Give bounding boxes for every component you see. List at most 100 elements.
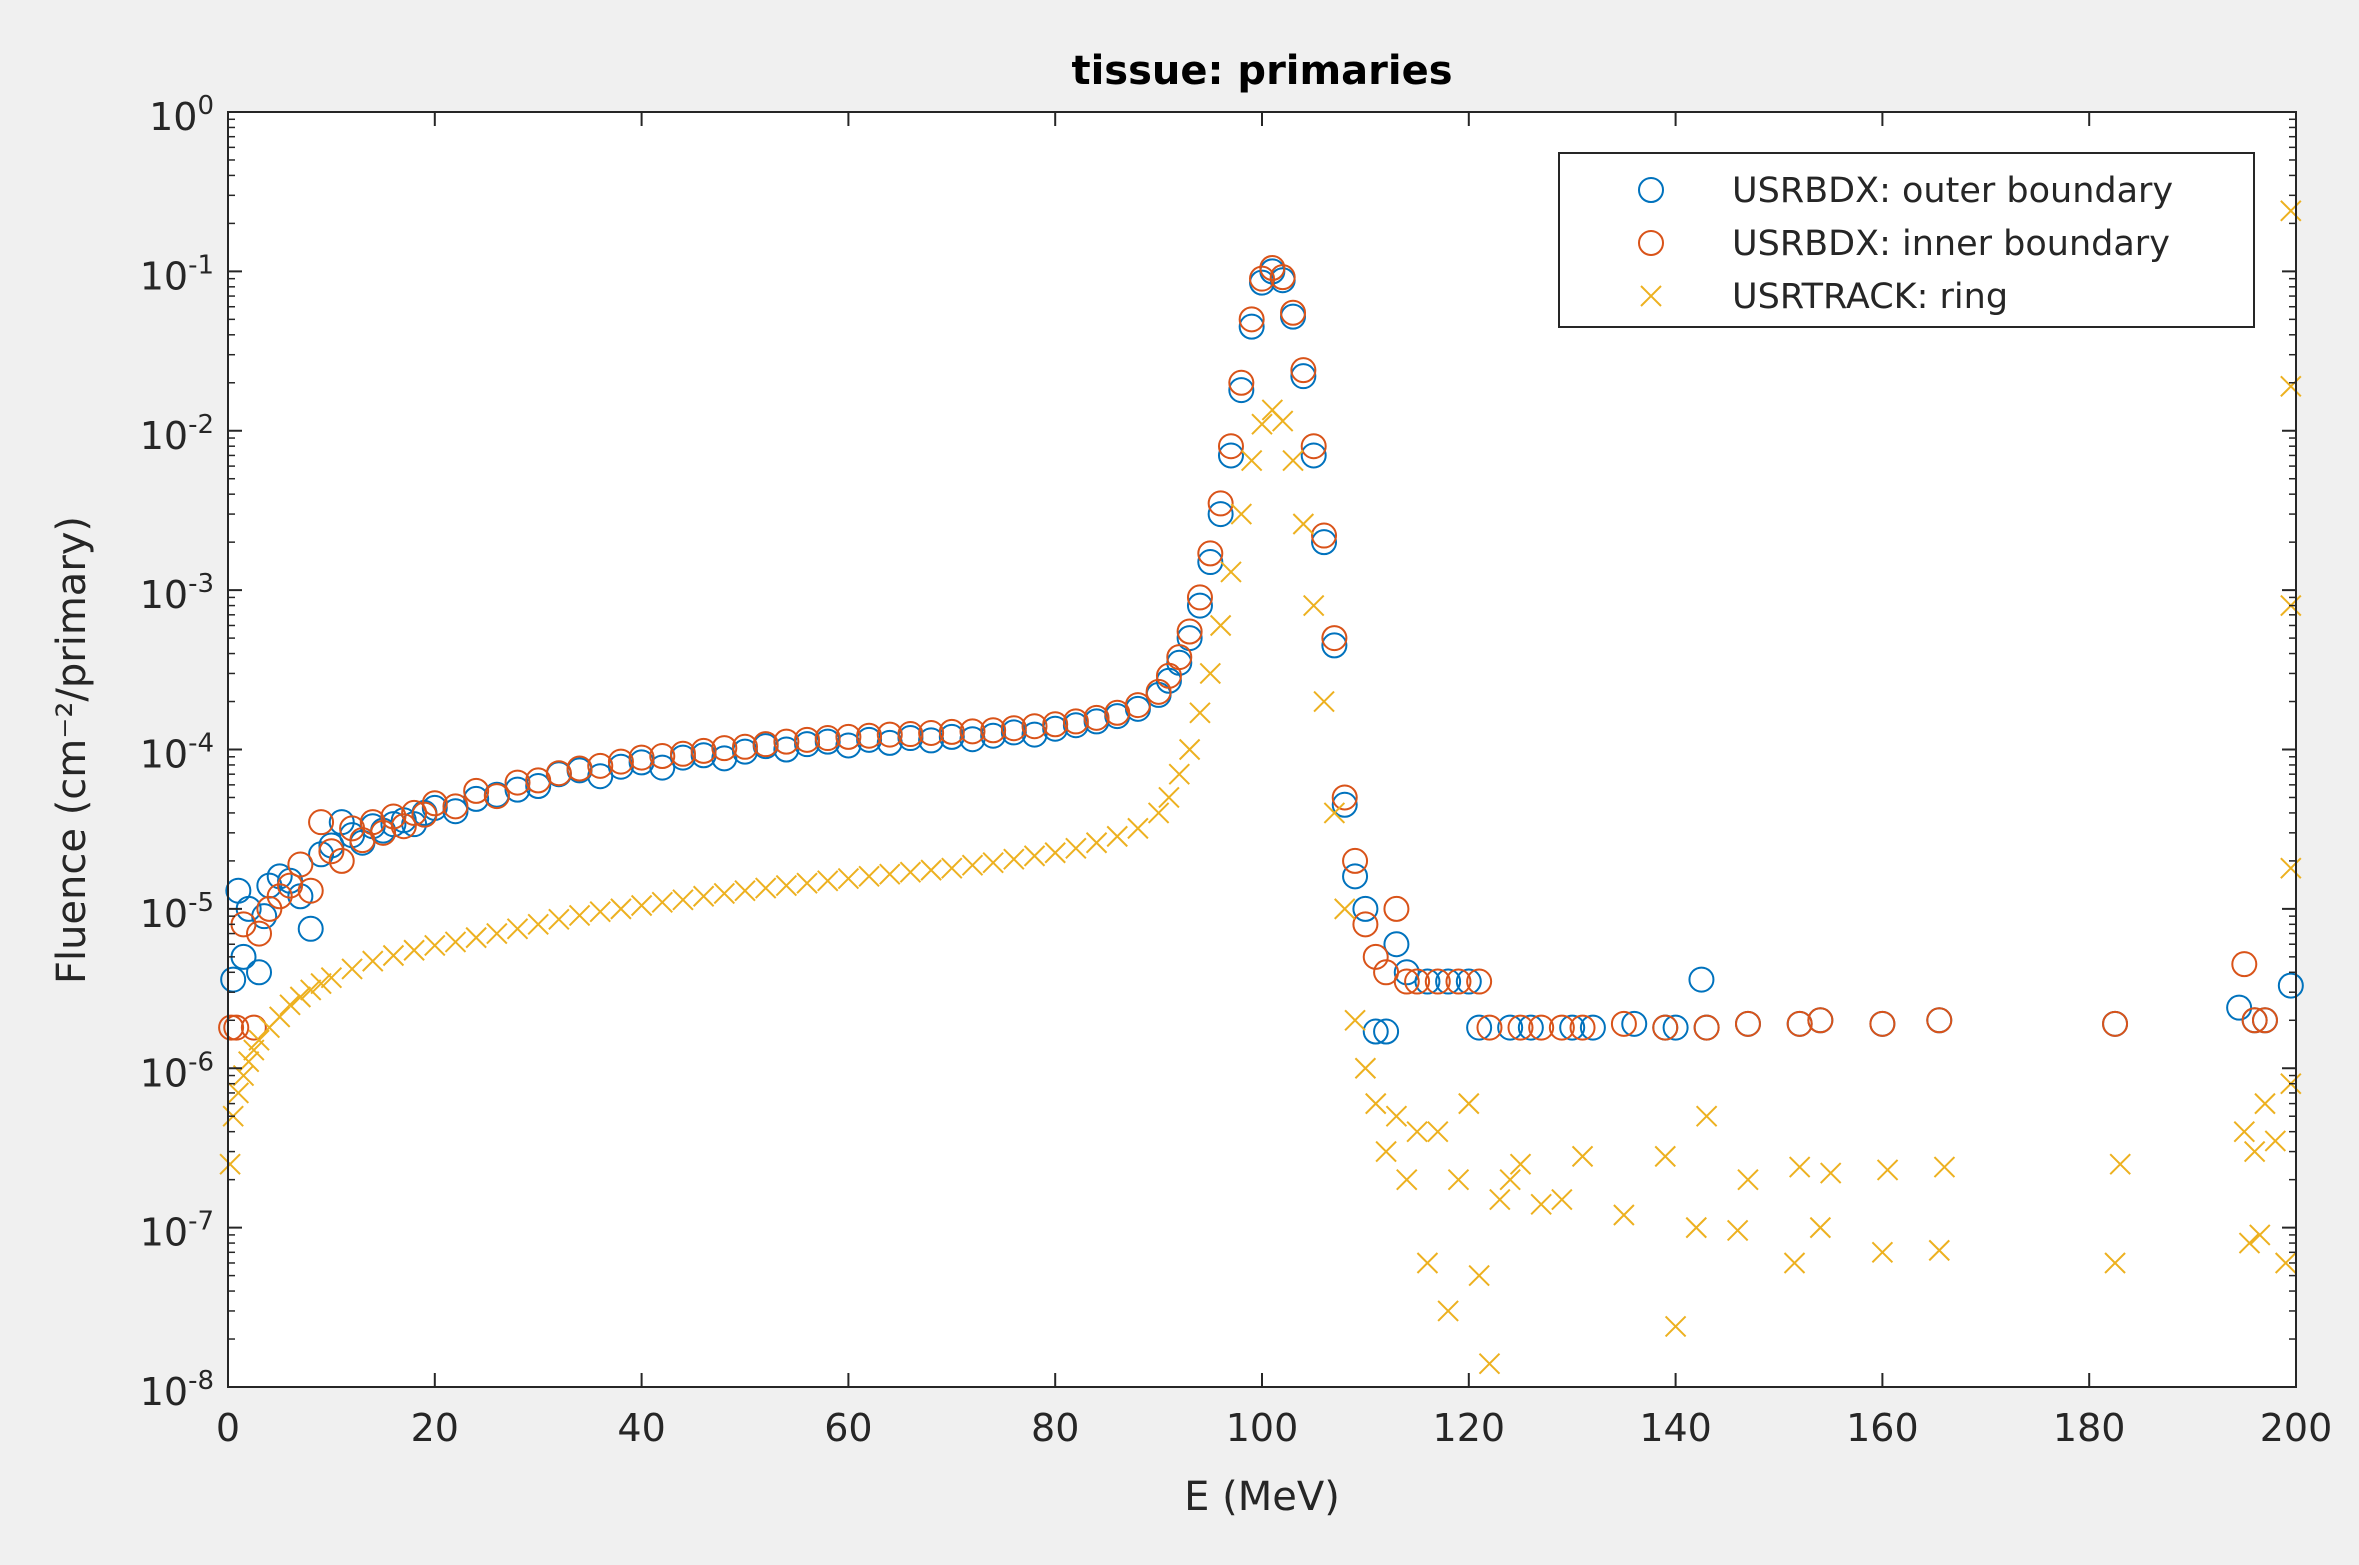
data-point-circle [359,809,386,836]
data-point-circle [1342,863,1369,890]
data-point-x [486,922,508,945]
data-point-circle [1021,713,1048,740]
data-point-circle [1062,708,1089,735]
data-point-x [734,880,756,902]
data-point-x [672,889,694,911]
legend-entries: USRBDX: outer boundary USRBDX: inner boun… [1638,171,2173,317]
data-point-circle [897,721,924,748]
data-point-x [1654,1145,1676,1168]
data-point-x [2280,857,2302,879]
data-point-circle [1311,529,1338,556]
data-point-circle [566,755,593,782]
data-point-x [1783,1252,1806,1274]
data-point-x [1871,1241,1894,1264]
y-tick-label: 10-1 [140,250,214,298]
data-point-x [1251,413,1273,435]
data-point-circle [1290,363,1317,390]
data-point-circle [1652,1014,1679,1041]
data-point-x [961,854,984,876]
data-point-x [289,986,312,1008]
data-point-x [1003,848,1025,870]
data-point-circle [1734,1010,1761,1037]
x-tick-label: 60 [824,1406,872,1450]
data-point-circle [1559,1014,1586,1041]
legend-marker [1638,230,1664,256]
data-point-circle [2251,1007,2278,1034]
y-tick-exponent: -6 [188,1047,214,1077]
data-point-x [1933,1156,1956,1178]
data-point-x [713,882,736,905]
data-point-circle [1466,1014,1493,1041]
data-point-x [1085,832,1108,854]
y-tick-base: 10 [140,414,188,458]
data-point-circle [938,718,965,745]
data-point-circle [752,731,779,758]
data-point-circle [1455,968,1482,995]
data-point-circle [1610,1010,1637,1037]
data-point-x [568,904,591,927]
data-point-circle [1207,501,1234,528]
data-point-x [403,939,425,961]
data-point-x [237,1050,260,1073]
data-point-circle [223,1014,250,1041]
y-tick-base: 10 [140,1051,188,1095]
data-point-circle [1466,968,1493,995]
data-point-circle [1269,264,1296,291]
data-point-circle [649,754,676,781]
data-point-circle [1083,704,1110,731]
data-point-x [2280,375,2302,398]
data-point-x [424,934,446,957]
data-point-x [1220,561,1242,583]
data-point-x [1302,594,1325,617]
x-tick-label: 200 [2260,1406,2333,1450]
data-point-circle [1166,644,1193,671]
data-point-x [320,966,343,989]
legend-label: USRBDX: outer boundary [1732,171,2173,211]
data-point-circle [318,832,345,859]
data-point-circle [1166,649,1193,676]
data-point-circle [1393,968,1420,995]
data-point-x [1489,1188,1511,1211]
data-point-circle [1414,968,1441,995]
y-tick-exponent: -1 [188,250,214,280]
data-point-x [1406,1120,1428,1143]
data-point-x [248,1029,270,1051]
data-point-x [1664,1315,1687,1338]
y-tick-label: 10-6 [140,1047,214,1095]
data-point-circle [1186,592,1213,619]
data-point-circle [607,748,634,775]
data-point-circle [1300,442,1327,469]
legend: USRBDX: outer boundary USRBDX: inner boun… [1558,152,2255,328]
data-point-x [1809,1216,1832,1239]
data-point-circle [1290,357,1317,384]
data-point-x [227,1082,250,1104]
data-point-x [1499,1168,1521,1191]
data-point-circle [1238,313,1265,340]
data-point-x [1023,845,1046,867]
data-point-circle [876,721,903,748]
y-tick-exponent: -2 [188,410,214,440]
data-point-circle [1507,1014,1534,1041]
data-point-circle [1321,625,1348,652]
data-point-circle [442,793,469,820]
data-point-x [506,918,529,940]
data-point-circle [669,740,696,767]
data-point-circle [1186,584,1213,611]
data-point-circle [1548,1014,1575,1041]
data-point-x [1737,1168,1759,1191]
data-point-circle [1228,369,1255,396]
data-point-x [2249,1224,2271,1246]
data-point-circle [1362,1018,1389,1045]
data-point-x [243,1039,265,1061]
data-point-x [1613,1204,1635,1226]
data-point-x [1199,662,1222,685]
data-point-circle [1207,490,1234,517]
data-point-circle [1373,1018,1400,1045]
y-tick-base: 10 [149,95,197,139]
data-point-circle [297,877,324,904]
data-point-x [2254,1092,2276,1115]
x-tick-label: 100 [1226,1406,1299,1450]
data-point-circle [308,809,335,836]
